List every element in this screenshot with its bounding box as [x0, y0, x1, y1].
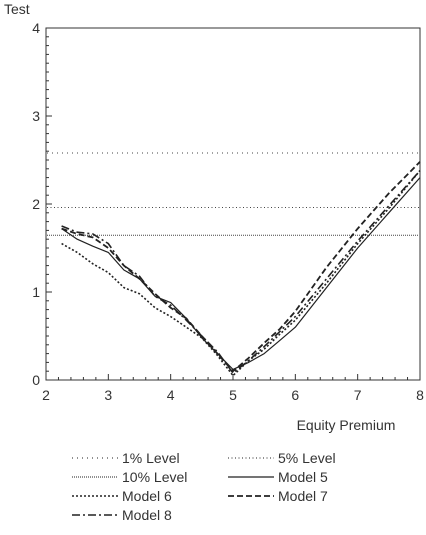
legend: 1% Level 5% Level 10% Level Model 5 Model 6 M…: [72, 450, 336, 523]
legend-label: 1% Level: [122, 450, 180, 466]
legend-label: Model 5: [278, 469, 328, 485]
x-tick-label: 4: [167, 387, 175, 403]
series-line: [61, 177, 421, 370]
plot-area: 0 1 2 3 4 2 3 4 5 6 7 8: [32, 20, 424, 403]
x-tick-label: 5: [229, 387, 237, 403]
legend-label: 10% Level: [122, 469, 187, 485]
x-axis-title: Equity Premium: [297, 417, 396, 433]
y-tick-label: 0: [32, 372, 40, 388]
legend-label: Model 7: [278, 488, 328, 504]
series-line: [61, 170, 421, 374]
legend-label: Model 6: [122, 488, 172, 504]
x-tick-label: 6: [291, 387, 299, 403]
x-tick-label: 3: [104, 387, 112, 403]
series-line: [61, 170, 421, 377]
legend-label: 5% Level: [278, 450, 336, 466]
y-axis-title: Test: [4, 1, 30, 17]
legend-label: Model 8: [122, 507, 172, 523]
y-tick-label: 4: [32, 20, 40, 36]
plot-frame: [45, 27, 421, 381]
y-tick-label: 1: [32, 284, 40, 300]
y-tick-label: 3: [32, 108, 40, 124]
x-tick-label: 2: [42, 387, 50, 403]
x-tick-label: 7: [354, 387, 362, 403]
y-tick-label: 2: [32, 196, 40, 212]
series-line: [61, 161, 421, 373]
x-tick-label: 8: [416, 387, 424, 403]
